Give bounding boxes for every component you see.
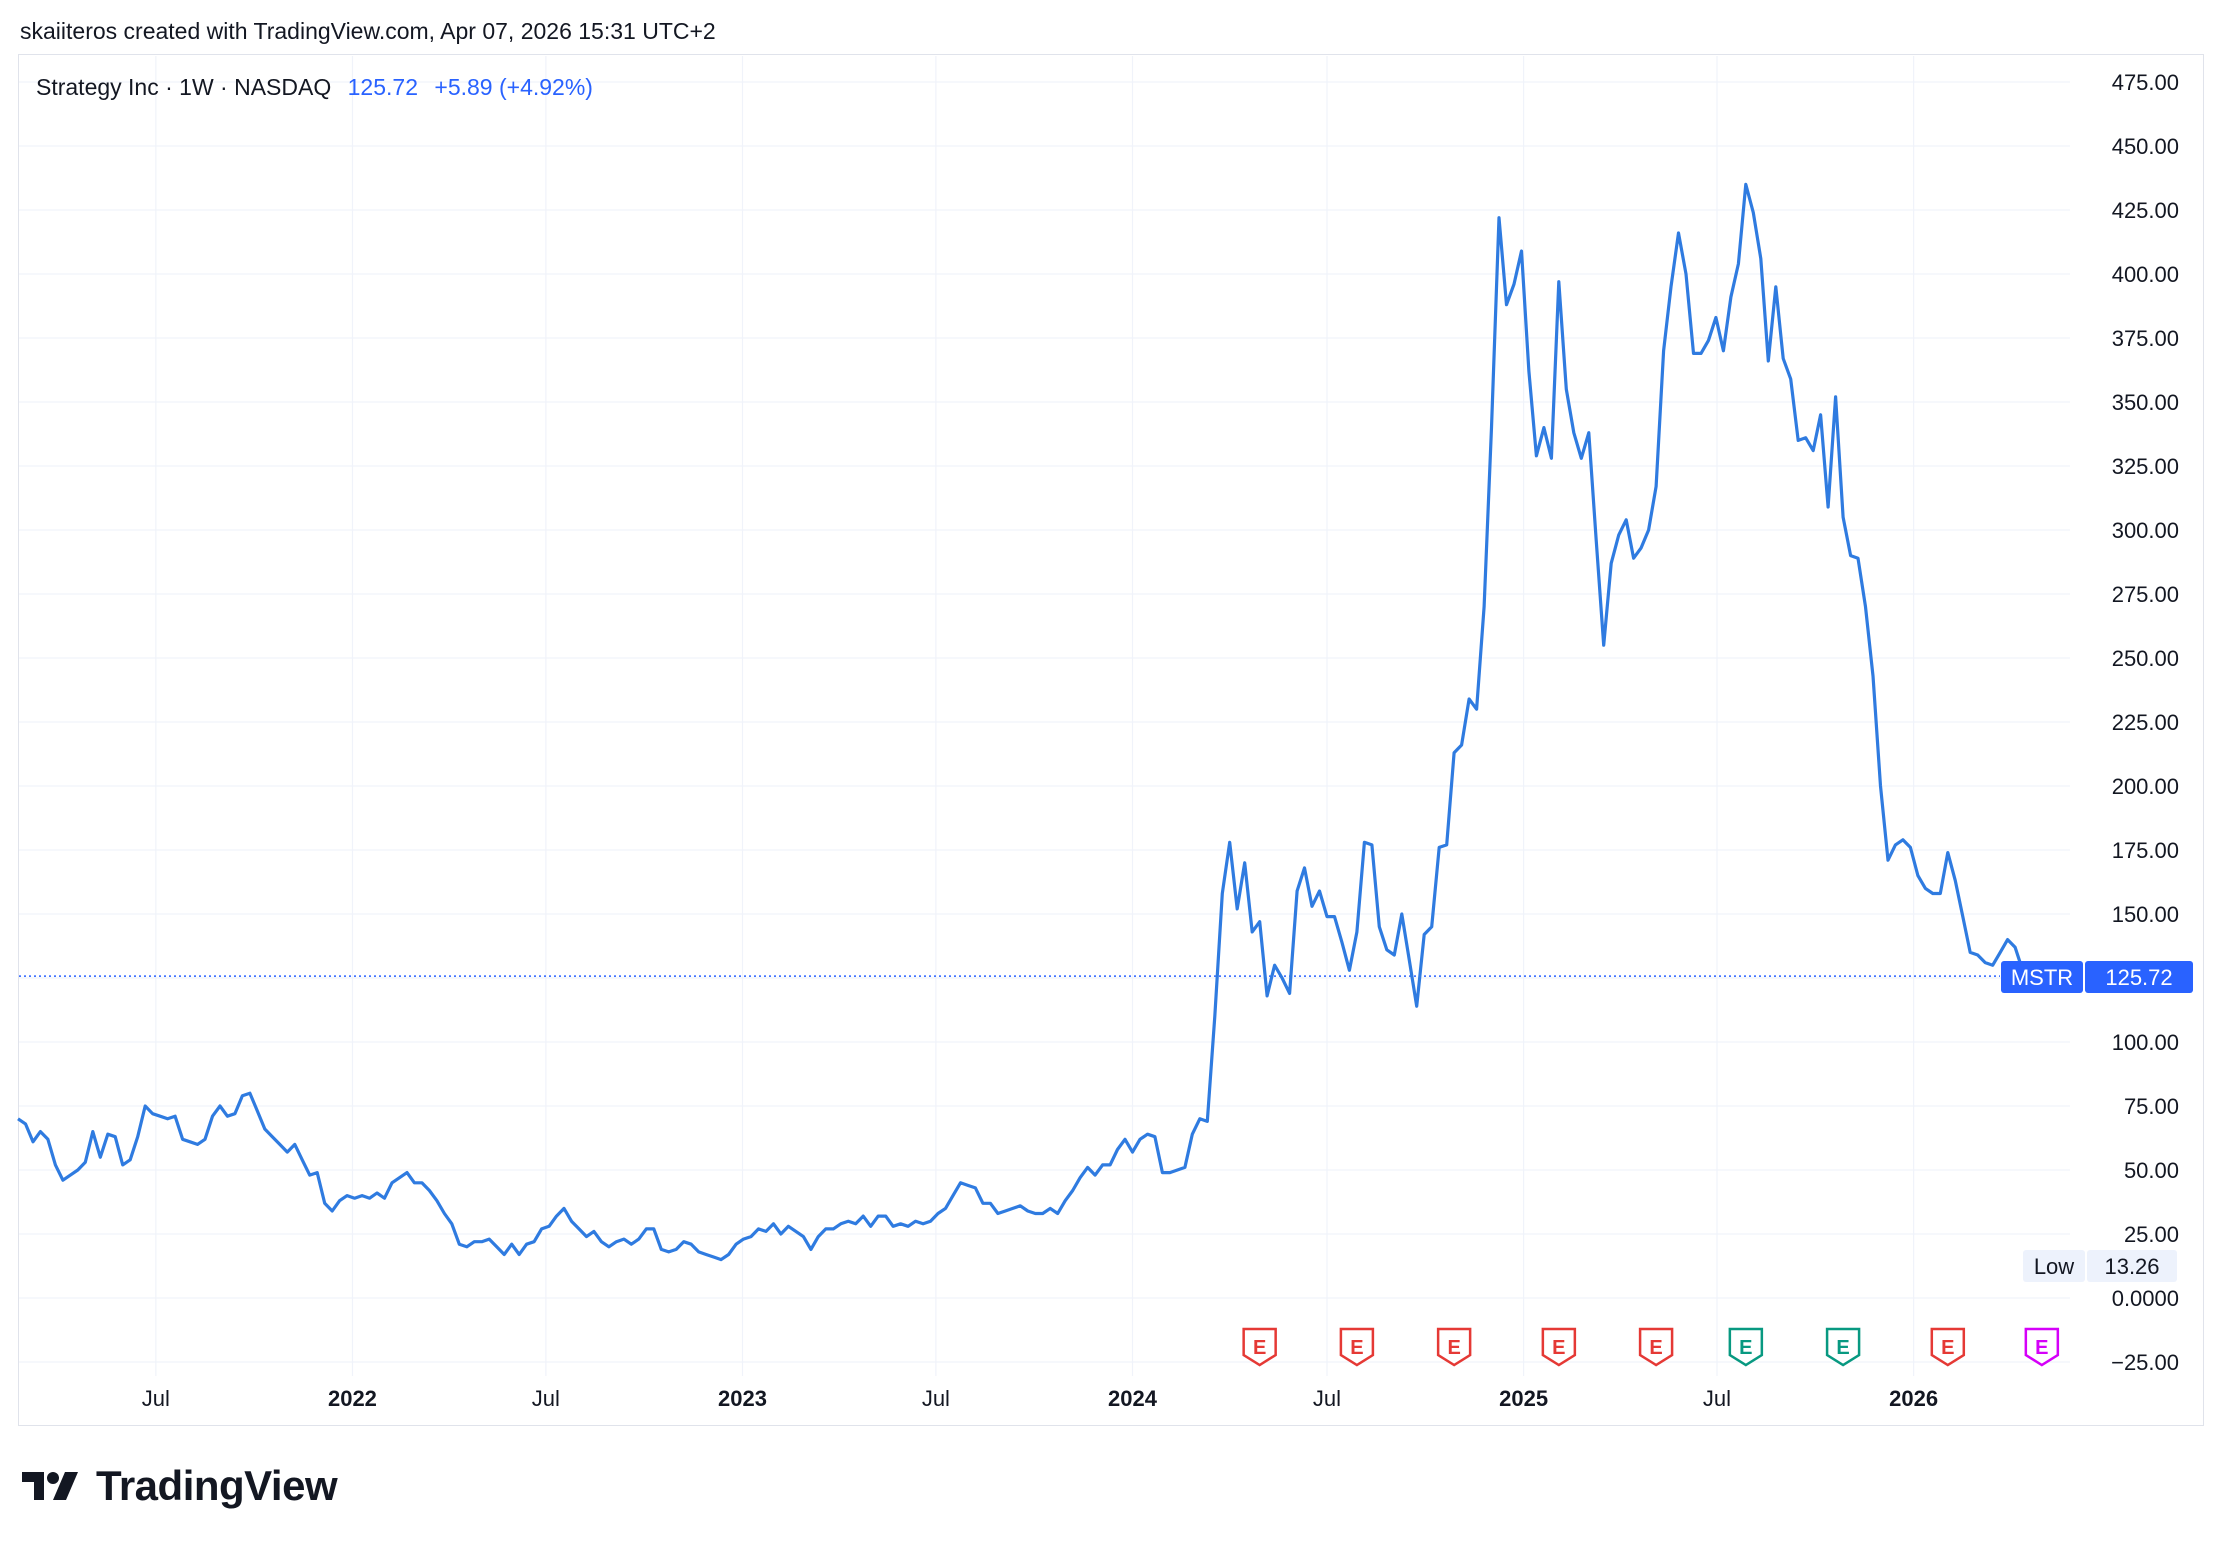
earnings-marker-upcoming[interactable]: E	[2024, 1327, 2060, 1367]
earnings-marker-letter: E	[1447, 1337, 1460, 1359]
legend-last-price: 125.72	[347, 74, 418, 100]
earnings-marker-shape	[1339, 1327, 1375, 1367]
earnings-marker-shape	[1541, 1327, 1577, 1367]
x-tick-label: Jul	[142, 1386, 170, 1411]
tradingview-wordmark: TradingView	[96, 1462, 338, 1509]
low-tag-label: Low	[2034, 1254, 2074, 1279]
earnings-marker-letter: E	[1836, 1337, 1849, 1359]
earnings-marker-letter: E	[1253, 1337, 1266, 1359]
time-axis: Jul 2022 Jul 2023 Jul 2024 Jul 2025 Jul 2026	[142, 1386, 1938, 1411]
price-tag[interactable]: MSTR 125.72	[2001, 961, 2193, 993]
tradingview-logo: TradingView	[22, 1462, 338, 1510]
low-tag-label-bg	[2023, 1250, 2085, 1282]
earnings-marker-letter: E	[1941, 1337, 1954, 1359]
earnings-marker-shape	[1930, 1327, 1966, 1367]
earnings-marker-miss[interactable]: E	[1242, 1327, 1277, 1367]
y-tick-label: 450.00	[2112, 134, 2179, 159]
low-tag-value: 13.26	[2104, 1254, 2159, 1279]
y-tick-label: 425.00	[2112, 198, 2179, 223]
earnings-marker-shape	[1825, 1327, 1861, 1367]
y-tick-label: 475.00	[2112, 70, 2179, 95]
price-tag-ticker-bg	[2001, 961, 2083, 993]
earnings-marker-shape	[1728, 1327, 1764, 1367]
y-tick-label: 275.00	[2112, 582, 2179, 607]
series-line	[17, 182, 2040, 1262]
earnings-marker-letter: E	[2035, 1337, 2048, 1359]
y-tick-label: 0.0000	[2112, 1286, 2179, 1311]
price-tag-value: 125.72	[2105, 965, 2172, 990]
price-axis: 475.00 450.00 425.00 400.00 375.00 350.00 325.…	[2111, 70, 2179, 1375]
legend-symbol: Strategy Inc · 1W · NASDAQ	[36, 74, 332, 100]
earnings-marker-miss[interactable]: E	[1638, 1327, 1674, 1367]
earnings-marker-letter: E	[1739, 1337, 1752, 1359]
y-tick-label: 100.00	[2112, 1030, 2179, 1055]
earnings-marker-miss[interactable]: E	[1930, 1327, 1966, 1367]
y-tick-label: 25.00	[2124, 1222, 2179, 1247]
x-tick-label: Jul	[532, 1386, 560, 1411]
price-tag-ticker: MSTR	[2011, 965, 2073, 990]
tradingview-logo-icon	[22, 1472, 78, 1500]
y-tick-label: 375.00	[2112, 326, 2179, 351]
x-tick-label: 2025	[1499, 1386, 1548, 1411]
low-tag-value-bg	[2087, 1250, 2177, 1282]
x-tick-label: Jul	[1703, 1386, 1731, 1411]
x-tick-label: Jul	[922, 1386, 950, 1411]
chart-grid	[19, 56, 2070, 1376]
y-tick-label: 150.00	[2112, 902, 2179, 927]
y-tick-label: 250.00	[2112, 646, 2179, 671]
y-tick-label: 200.00	[2112, 774, 2179, 799]
earnings-marker-shape	[1242, 1327, 1277, 1367]
y-tick-label: 225.00	[2112, 710, 2179, 735]
y-tick-label: 300.00	[2112, 518, 2179, 543]
legend-change: +5.89 (+4.92%)	[434, 74, 593, 100]
earnings-marker-miss[interactable]: E	[1541, 1327, 1577, 1367]
earnings-marker-miss[interactable]: E	[1436, 1327, 1472, 1367]
y-tick-label: 50.00	[2124, 1158, 2179, 1183]
y-tick-label: 325.00	[2112, 454, 2179, 479]
earnings-marker-beat[interactable]: E	[1728, 1327, 1764, 1367]
earnings-marker-letter: E	[1552, 1337, 1565, 1359]
y-tick-label: −25.00	[2111, 1350, 2179, 1375]
earnings-marker-miss[interactable]: E	[1339, 1327, 1375, 1367]
earnings-marker-shape	[2024, 1327, 2060, 1367]
y-tick-label: 175.00	[2112, 838, 2179, 863]
x-tick-label: 2026	[1889, 1386, 1938, 1411]
earnings-marker-shape	[1436, 1327, 1472, 1367]
x-tick-label: Jul	[1313, 1386, 1341, 1411]
x-tick-label: 2022	[328, 1386, 377, 1411]
earnings-marker-shape	[1638, 1327, 1674, 1367]
earnings-marker-beat[interactable]: E	[1825, 1327, 1861, 1367]
attribution-text: skaiiteros created with TradingView.com,…	[20, 18, 716, 44]
low-tag: Low 13.26	[2023, 1250, 2177, 1282]
x-tick-label: 2024	[1108, 1386, 1158, 1411]
earnings-marker-letter: E	[1350, 1337, 1363, 1359]
symbol-legend[interactable]: Strategy Inc · 1W · NASDAQ 125.72 +5.89 …	[36, 74, 593, 101]
y-tick-label: 400.00	[2112, 262, 2179, 287]
y-tick-label: 350.00	[2112, 390, 2179, 415]
x-tick-label: 2023	[718, 1386, 767, 1411]
price-tag-value-bg	[2085, 961, 2193, 993]
y-tick-label: 75.00	[2124, 1094, 2179, 1119]
chart-frame	[18, 54, 2204, 1426]
earnings-marker-letter: E	[1649, 1337, 1662, 1359]
